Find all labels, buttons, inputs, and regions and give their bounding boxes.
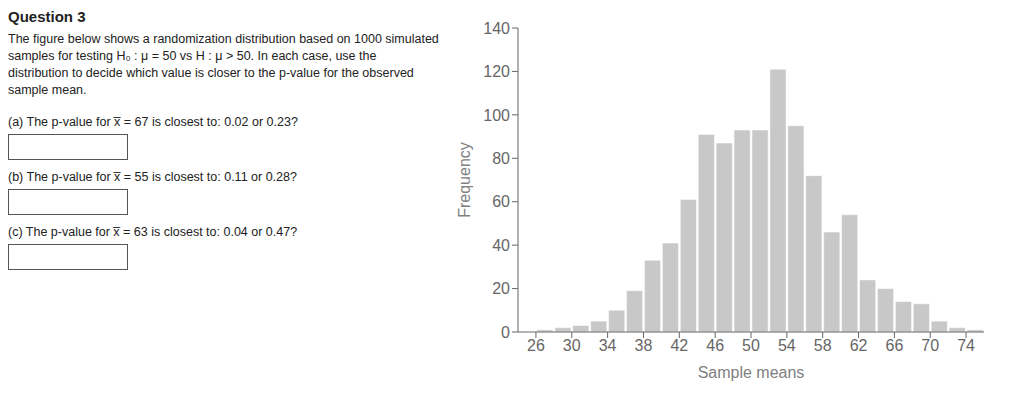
html-text:(b) The p-value for x̅ = 55 is: (b) The p-value for x̅ = 55 is closest t… [8,169,297,184]
svg-text:34: 34 [599,337,617,354]
svg-text:62: 62 [850,337,868,354]
svg-text:Sample means: Sample means [698,364,805,381]
svg-text:38: 38 [635,337,653,354]
svg-text:120: 120 [483,63,510,80]
svg-text:74: 74 [957,337,975,354]
svg-text:54: 54 [778,337,796,354]
svg-text:140: 140 [483,20,510,37]
svg-text:66: 66 [885,337,903,354]
svg-text:0: 0 [501,324,510,341]
html-text:(a) The p-value for x̅ = 67 is: (a) The p-value for x̅ = 67 is closest t… [8,114,298,129]
svg-text:46: 46 [706,337,724,354]
svg-text:20: 20 [492,280,510,297]
html-text:The figure below shows a rando: The figure below shows a randomization d… [8,32,439,97]
svg-text:40: 40 [492,237,510,254]
svg-text:30: 30 [563,337,581,354]
svg-text:70: 70 [921,337,939,354]
svg-text:26: 26 [527,337,545,354]
svg-text:50: 50 [742,337,760,354]
svg-text:100: 100 [483,107,510,124]
html-text:Question 3: Question 3 [8,8,86,25]
svg-text:58: 58 [814,337,832,354]
svg-text:60: 60 [492,193,510,210]
html-text:(c) The p-value for x̅ = 63 is: (c) The p-value for x̅ = 63 is closest t… [8,224,298,239]
svg-text:Frequency: Frequency [456,142,473,218]
svg-text:42: 42 [670,337,688,354]
svg-text:80: 80 [492,150,510,167]
